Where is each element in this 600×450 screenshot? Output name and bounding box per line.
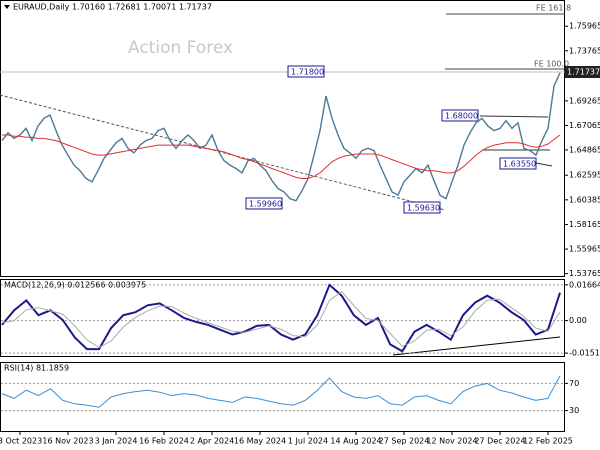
annotation: 1.59960	[249, 200, 282, 209]
y-tick-label: 1.62595	[569, 171, 600, 180]
x-tick-label: 1 Jul 2024	[288, 437, 328, 446]
y-tick-label: 30	[569, 406, 579, 415]
y-tick-label: 1.67065	[569, 121, 600, 130]
y-tick-label: 1.73765	[569, 46, 600, 55]
fe-label: FE 100.0	[534, 60, 569, 69]
annotation: 1.71800	[291, 68, 324, 77]
macd-title: MACD(12,26,9) 0.012566 0.003975	[4, 281, 146, 290]
annotation-box	[403, 201, 441, 214]
annotation-box	[441, 109, 479, 122]
series-line	[1, 283, 561, 353]
x-tick-label: 12 Nov 2024	[426, 437, 477, 446]
series-line	[1, 290, 561, 348]
trend-line	[479, 115, 549, 118]
plots: 1.75965 1.73765 1.69265 1.67065 1.64865 1.625…	[0, 22, 600, 446]
x-tick-label: 3 Oct 2023	[0, 437, 42, 446]
x-tick-label: 27 Dec 2024	[474, 437, 525, 446]
series-line	[1, 72, 561, 202]
y-tick-label: 1.60385	[569, 195, 600, 204]
annotation-box	[245, 197, 283, 210]
y-tick-label: 0.00	[569, 316, 587, 325]
x-tick-label: 16 Feb 2024	[139, 437, 189, 446]
annotation-box	[499, 157, 537, 170]
rsi-panel	[0, 362, 565, 432]
trend-line	[0, 94, 446, 211]
watermark: Action Forex	[128, 38, 233, 58]
annotation: 1.59630	[407, 204, 440, 213]
price-box	[565, 66, 600, 78]
y-tick-label: 1.69265	[569, 96, 600, 105]
y-tick-label: 1.55965	[569, 245, 600, 254]
x-tick-label: 2 Apr 2024	[190, 437, 234, 446]
menu-arrow	[4, 5, 10, 9]
rsi-title: RSI(14) 81.1859	[4, 364, 69, 373]
macd-panel	[0, 279, 565, 357]
annotation: 1.63550	[503, 160, 536, 169]
y-tick-label: 1.58165	[569, 220, 600, 229]
x-tick-label: 12 Feb 2025	[523, 437, 573, 446]
series-line	[2, 134, 561, 179]
annotation-box	[287, 65, 325, 78]
x-tick-label: 16 Nov 2023	[42, 437, 93, 446]
annotation: 1.68000	[445, 112, 478, 121]
x-tick-label: 14 Aug 2024	[330, 437, 381, 446]
price-box-label: 1.71737	[567, 68, 600, 77]
y-tick-label: 1.75965	[569, 22, 600, 31]
y-tick-label: 0.01664	[569, 280, 600, 289]
fe-label: FE 161.8	[536, 4, 571, 13]
y-tick-label: 1.64865	[569, 145, 600, 154]
macd-trend-line	[392, 336, 561, 356]
x-tick-label: 27 Sep 2024	[379, 437, 430, 446]
series-line	[1, 375, 561, 408]
y-tick-label: 1.53765	[569, 269, 600, 278]
annotations: 1.71800 1.68000 1.63550 1.59960 1.59630	[245, 65, 537, 214]
chart-title: EURAUD,Daily 1.70160 1.72681 1.70071 1.7…	[13, 3, 212, 12]
y-tick-label: 70	[569, 379, 579, 388]
price-panel	[0, 0, 565, 277]
x-tick-label: 16 May 2024	[234, 437, 286, 446]
x-tick-label: 3 Jan 2024	[95, 437, 138, 446]
y-tick-label: -0.01515	[569, 349, 600, 358]
